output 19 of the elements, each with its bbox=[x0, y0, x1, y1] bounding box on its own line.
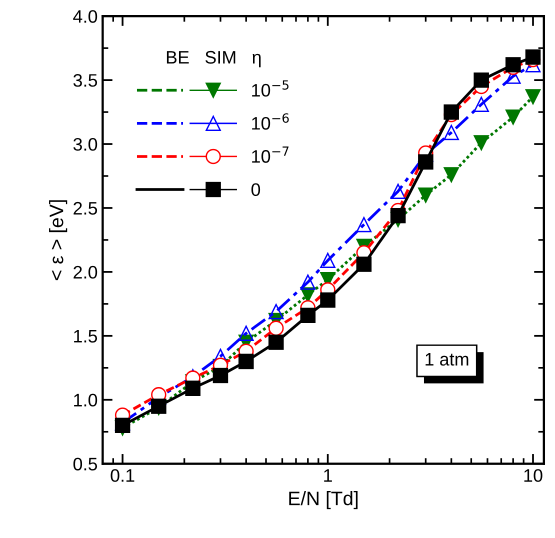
legend-title: BE SIM η bbox=[166, 50, 261, 68]
legend-label: 10$^{−5}$ bbox=[252, 80, 289, 97]
y-tick-label: 1.5 bbox=[74, 330, 98, 343]
y-tick-label: 4.0 bbox=[73, 10, 98, 23]
y-tick-label: 3.0 bbox=[73, 138, 98, 151]
legend-label: 10$^{−6}$ bbox=[252, 113, 289, 130]
y-tick-label: 2.5 bbox=[74, 202, 98, 215]
annotation: 1 atm bbox=[426, 353, 468, 366]
y-axis-title: < ε > [eV] bbox=[49, 200, 68, 280]
x-tick-label: 0.1 bbox=[110, 469, 134, 482]
x-axis-title: E/N [Td] bbox=[289, 491, 358, 510]
legend-label: 10$^{−7}$ bbox=[252, 146, 289, 163]
y-tick-label: 3.5 bbox=[73, 74, 98, 87]
x-tick-label: 10 bbox=[524, 469, 542, 482]
y-tick-label: 2.0 bbox=[74, 266, 98, 279]
y-tick-label: 0.5 bbox=[73, 458, 98, 470]
legend-label: 0 bbox=[251, 183, 260, 196]
y-tick-label: 1.0 bbox=[74, 394, 98, 407]
x-tick-label: 1 bbox=[324, 469, 332, 482]
